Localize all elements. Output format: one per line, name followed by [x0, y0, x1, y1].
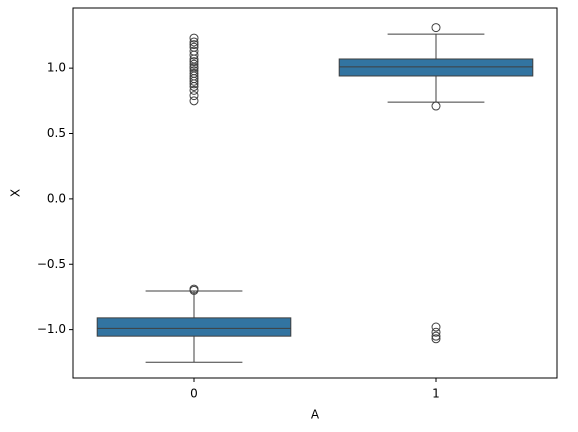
y-tick-label: 0.0 [47, 191, 66, 205]
outlier [189, 59, 199, 69]
outlier [189, 85, 199, 95]
y-axis-label: X [9, 189, 23, 197]
outlier [189, 79, 199, 89]
plot-frame [72, 7, 558, 379]
box [96, 317, 292, 337]
outlier [189, 50, 199, 60]
outlier [431, 327, 441, 337]
outlier [189, 37, 199, 47]
outlier [189, 91, 199, 101]
outlier [189, 285, 199, 295]
x-tick-label: 0 [190, 387, 198, 401]
y-tick-label: −1.0 [37, 322, 66, 336]
outlier [431, 101, 441, 111]
outlier [189, 57, 199, 67]
x-axis-label: A [311, 408, 320, 422]
y-tick-label: −0.5 [37, 257, 66, 271]
y-tick-label: 0.5 [47, 126, 66, 140]
outlier [189, 96, 199, 106]
x-tick-label: 1 [432, 387, 440, 401]
outlier [431, 334, 441, 344]
outlier [189, 76, 199, 86]
y-tick-label: 1.0 [47, 61, 66, 75]
outlier [189, 40, 199, 50]
box [338, 58, 534, 77]
outlier [189, 33, 199, 43]
outlier [431, 322, 441, 332]
outlier [431, 23, 441, 33]
outlier [189, 81, 199, 91]
outlier [431, 331, 441, 341]
